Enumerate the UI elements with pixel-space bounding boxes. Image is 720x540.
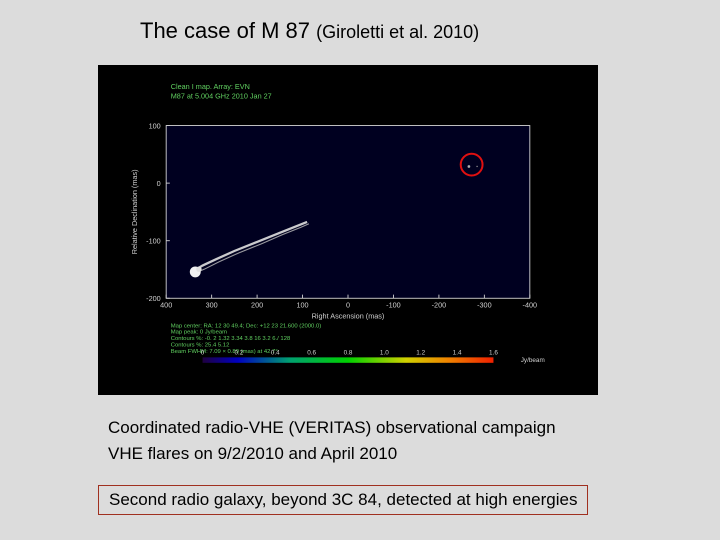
svg-text:0.6: 0.6 (307, 350, 316, 357)
title-reference: (Giroletti et al. 2010) (316, 22, 479, 42)
svg-text:0: 0 (346, 300, 350, 309)
svg-text:1.4: 1.4 (453, 350, 462, 357)
svg-text:-400: -400 (523, 300, 538, 309)
svg-text:300: 300 (206, 300, 218, 309)
svg-text:Relative Declination (mas): Relative Declination (mas) (130, 170, 139, 255)
svg-text:-100: -100 (386, 300, 401, 309)
svg-text:1.2: 1.2 (416, 350, 425, 357)
svg-text:Beam FWHM: 7.09 × 0.89 (mas): Beam FWHM: 7.09 × 0.89 (mas) at 42.7° (171, 349, 278, 355)
svg-text:1.6: 1.6 (489, 350, 498, 357)
svg-text:Jy/beam: Jy/beam (521, 357, 545, 364)
description-text: Coordinated radio-VHE (VERITAS) observat… (108, 415, 556, 466)
svg-text:-100: -100 (146, 236, 161, 245)
svg-text:1.0: 1.0 (380, 350, 389, 357)
slide: The case of M 87 (Giroletti et al. 2010)… (0, 0, 720, 540)
svg-text:M87 at 5.004 GHz 2010 Jan 27: M87 at 5.004 GHz 2010 Jan 27 (171, 91, 272, 100)
svg-text:0: 0 (157, 179, 161, 188)
svg-text:0.8: 0.8 (344, 350, 353, 357)
svg-text:Right Ascension (mas): Right Ascension (mas) (312, 311, 385, 320)
svg-text:0: 0 (201, 350, 205, 357)
svg-text:0.4: 0.4 (271, 350, 280, 357)
svg-text:-300: -300 (477, 300, 492, 309)
title-main: The case of M 87 (140, 18, 316, 43)
svg-text:Contours %: -0. 2 1.32 3.34 3: Contours %: -0. 2 1.32 3.34 3.8 16 3.2 6… (171, 336, 291, 342)
svg-text:-200: -200 (146, 294, 161, 303)
svg-text:200: 200 (251, 300, 263, 309)
svg-text:-200: -200 (432, 300, 447, 309)
svg-text:Contours %: 25.4 5.12: Contours %: 25.4 5.12 (171, 342, 230, 348)
svg-text:100: 100 (149, 121, 161, 130)
svg-text:400: 400 (160, 300, 172, 309)
note-line-2: VHE flares on 9/2/2010 and April 2010 (108, 441, 556, 467)
radio-map-chart: Clean I map. Array: EVN M87 at 5.004 GHz… (98, 71, 598, 371)
highlight-box: Second radio galaxy, beyond 3C 84, detec… (98, 485, 588, 515)
note-line-1: Coordinated radio-VHE (VERITAS) observat… (108, 415, 556, 441)
svg-text:100: 100 (296, 300, 308, 309)
svg-text:Map center: RA: 12 30 49.4;: Map center: RA: 12 30 49.4; Dec: +12 23 … (171, 323, 322, 329)
svg-text:Clean I map. Array: EVN: Clean I map. Array: EVN (171, 82, 250, 91)
slide-title: The case of M 87 (Giroletti et al. 2010) (140, 18, 479, 44)
svg-text:Map peak: 0 Jy/beam: Map peak: 0 Jy/beam (171, 330, 227, 336)
chart-container: Clean I map. Array: EVN M87 at 5.004 GHz… (98, 65, 598, 395)
svg-text:0.2: 0.2 (234, 350, 243, 357)
